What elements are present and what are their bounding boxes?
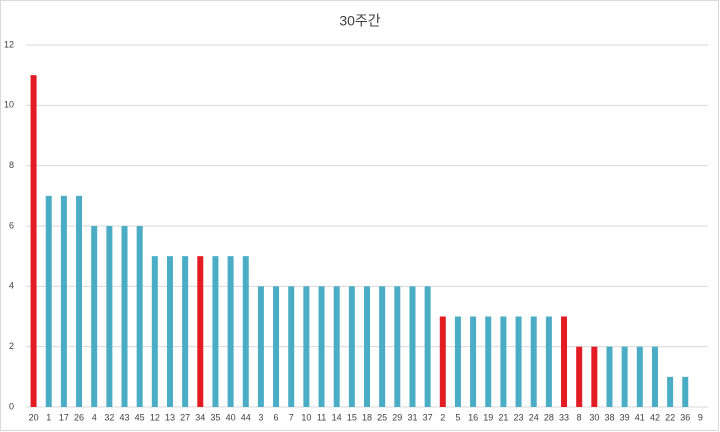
bar (333, 286, 340, 407)
bar (591, 346, 598, 407)
bar (364, 286, 370, 407)
bar (485, 316, 492, 407)
x-tick-label: 31 (407, 412, 417, 422)
bar (621, 346, 628, 407)
bar (545, 316, 552, 407)
y-tick-label: 12 (4, 39, 14, 49)
bar (318, 286, 325, 407)
x-tick-label: 22 (665, 412, 675, 422)
x-tick-label: 37 (423, 412, 433, 422)
bar (30, 75, 37, 408)
bar (197, 256, 204, 407)
x-tick-label: 36 (680, 412, 690, 422)
x-tick-label: 41 (635, 412, 645, 422)
x-tick-label: 35 (210, 412, 220, 422)
bar (515, 316, 522, 407)
y-tick-label: 0 (9, 401, 14, 411)
x-tick-label: 20 (29, 412, 39, 422)
x-tick-label: 19 (483, 412, 493, 422)
x-tick-label: 44 (241, 412, 251, 422)
x-tick-label: 17 (59, 412, 69, 422)
x-tick-label: 33 (559, 412, 569, 422)
bar (227, 256, 234, 407)
bar (288, 286, 295, 407)
bar (651, 346, 658, 407)
x-tick-label: 42 (650, 412, 660, 422)
x-tick-label: 29 (392, 412, 402, 422)
bar (76, 195, 83, 407)
x-tick-label: 18 (362, 412, 372, 422)
y-tick-label: 2 (9, 341, 14, 351)
bar (636, 346, 643, 407)
y-tick-label: 4 (9, 281, 14, 291)
bar (439, 316, 446, 407)
x-tick-label: 24 (529, 412, 539, 422)
bar (303, 286, 310, 407)
x-tick-label: 27 (180, 412, 190, 422)
x-tick-label: 15 (347, 412, 357, 422)
x-tick-label: 6 (274, 412, 279, 422)
bar (136, 226, 143, 407)
x-tick-label: 39 (620, 412, 630, 422)
bar (348, 286, 355, 407)
bar (45, 195, 52, 407)
x-tick-label: 4 (92, 412, 97, 422)
x-tick-label: 3 (258, 412, 263, 422)
x-tick-label: 30 (589, 412, 599, 422)
bar (454, 316, 461, 407)
x-tick-label: 34 (195, 412, 205, 422)
bar (379, 286, 386, 407)
x-tick-label: 7 (289, 412, 294, 422)
x-tick-label: 23 (514, 412, 524, 422)
bar (273, 286, 280, 407)
bar (606, 346, 613, 407)
x-tick-label: 14 (332, 412, 342, 422)
x-tick-label: 11 (317, 412, 326, 422)
x-tick-label: 13 (165, 412, 175, 422)
y-tick-label: 8 (9, 160, 14, 170)
bar (500, 316, 507, 407)
x-tick-label: 40 (226, 412, 236, 422)
x-tick-label: 32 (104, 412, 114, 422)
bar (151, 256, 158, 407)
bar (242, 256, 249, 407)
bar (409, 286, 416, 407)
bar (394, 286, 401, 407)
x-tick-label: 10 (301, 412, 311, 422)
bar (561, 316, 568, 407)
bar (212, 256, 219, 407)
bar (121, 226, 128, 407)
x-tick-label: 5 (455, 412, 460, 422)
x-tick-label: 8 (577, 412, 582, 422)
x-tick-label: 12 (150, 412, 160, 422)
x-tick-label: 21 (498, 412, 508, 422)
chart-title: 30주간 (339, 13, 380, 29)
x-tick-label: 38 (604, 412, 614, 422)
bar (91, 226, 98, 407)
x-tick-label: 2 (440, 412, 445, 422)
bar (106, 226, 113, 407)
bar (424, 286, 431, 407)
x-tick-label: 45 (135, 412, 145, 422)
y-tick-label: 10 (4, 100, 14, 110)
bar (667, 376, 674, 407)
y-tick-label: 6 (9, 220, 14, 230)
x-tick-label: 28 (544, 412, 554, 422)
bar (470, 316, 477, 407)
x-tick-label: 1 (46, 412, 51, 422)
bar (682, 376, 689, 407)
bar (530, 316, 537, 407)
x-tick-label: 16 (468, 412, 478, 422)
x-tick-label: 9 (698, 412, 703, 422)
x-tick-label: 43 (120, 412, 130, 422)
bar (257, 286, 264, 407)
bar (182, 256, 189, 407)
bar (60, 195, 67, 407)
x-tick-label: 26 (74, 412, 84, 422)
bar (576, 346, 583, 407)
x-tick-label: 25 (377, 412, 387, 422)
bar (166, 256, 173, 407)
